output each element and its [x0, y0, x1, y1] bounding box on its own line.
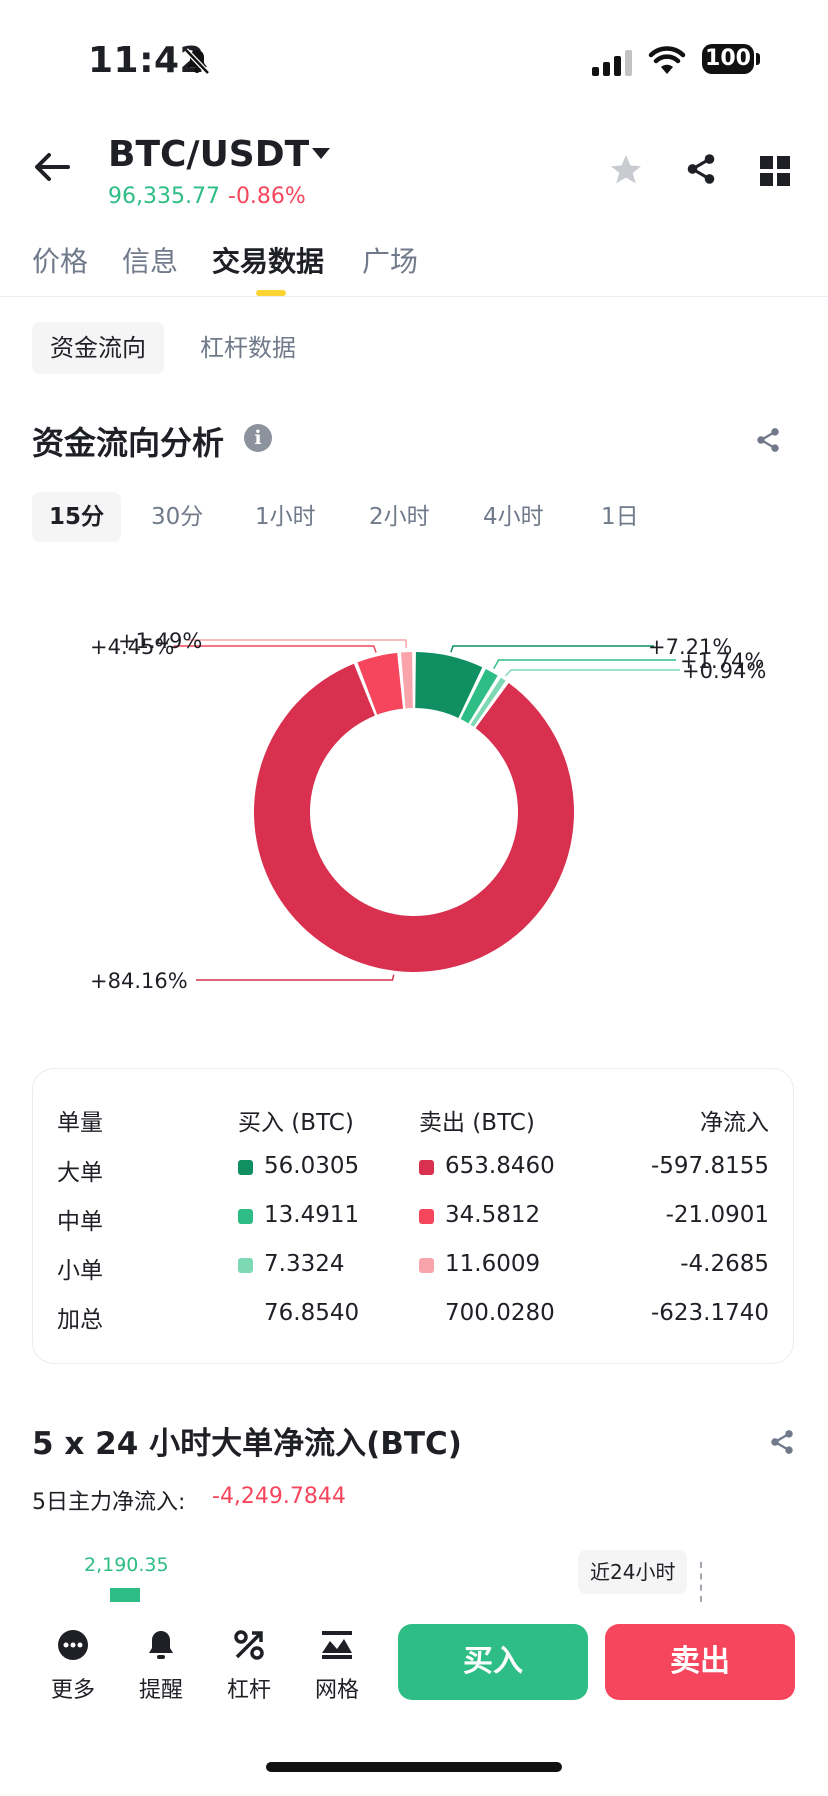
- subtab-margin-data[interactable]: 杠杆数据: [200, 334, 296, 362]
- table-row-label: 加总: [57, 1307, 103, 1333]
- crosshair-line: [700, 1562, 702, 1602]
- buy-color-swatch: [238, 1160, 253, 1175]
- battery-tip: [756, 53, 760, 65]
- favorite-star-icon[interactable]: [608, 152, 644, 188]
- section-title-large-order-netflow: 5 x 24 小时大单净流入(BTC): [32, 1426, 462, 1462]
- table-cell-net: -597.8155: [650, 1153, 769, 1179]
- donut-leader-line: [450, 645, 654, 653]
- five-day-netflow-label: 5日主力净流入:: [32, 1490, 186, 1515]
- period-4h[interactable]: 4小时: [483, 504, 544, 530]
- table-row-label: 大单: [57, 1160, 103, 1186]
- table-cell-buy: 56.0305: [264, 1153, 360, 1179]
- table-header-buy: 买入 (BTC): [238, 1110, 354, 1136]
- donut-slice: [470, 677, 506, 727]
- donut-leader-line: [174, 645, 377, 653]
- active-tab-indicator: [256, 290, 286, 296]
- last-24h-tooltip: 近24小时: [578, 1550, 688, 1594]
- donut-slice-label: +1.74%: [680, 649, 764, 673]
- bar-data-label: 2,190.35: [84, 1554, 169, 1576]
- table-row-label: 小单: [57, 1258, 103, 1284]
- table-row-label: 中单: [57, 1209, 103, 1235]
- status-bar: 11:42 100: [0, 0, 828, 120]
- chevron-down-icon[interactable]: [312, 148, 330, 159]
- buy-color-swatch: [238, 1258, 253, 1273]
- more-icon[interactable]: [56, 1628, 90, 1662]
- share-icon[interactable]: [768, 1428, 796, 1456]
- grid-menu-icon[interactable]: [760, 156, 790, 186]
- table-cell-sell: 11.6009: [445, 1251, 541, 1277]
- donut-slice-label: +4.45%: [90, 635, 174, 659]
- period-1d[interactable]: 1日: [601, 504, 639, 530]
- donut-leader-line: [493, 659, 676, 670]
- donut-slice: [415, 652, 483, 718]
- donut-slice: [254, 663, 574, 972]
- table-header-net: 净流入: [700, 1110, 769, 1136]
- section-title-fund-flow: 资金流向分析: [32, 424, 225, 462]
- bell-icon[interactable]: [144, 1628, 178, 1662]
- donut-slice-label: +0.94%: [682, 659, 766, 683]
- table-cell-buy: 76.8540: [264, 1300, 360, 1326]
- tab-square[interactable]: 广场: [362, 245, 419, 278]
- five-day-netflow-value: -4,249.7844: [212, 1484, 346, 1509]
- battery-indicator: 100: [702, 44, 754, 74]
- share-icon[interactable]: [754, 426, 782, 454]
- period-2h[interactable]: 2小时: [369, 504, 430, 530]
- table-cell-sell: 700.0280: [445, 1300, 555, 1326]
- buy-color-swatch: [238, 1209, 253, 1224]
- donut-slice-label: +7.21%: [648, 635, 732, 659]
- donut-slice-label: +1.49%: [118, 629, 202, 653]
- subtab-fund-flow[interactable]: 资金流向: [32, 322, 164, 374]
- netflow-bar: [110, 1588, 140, 1602]
- wifi-icon: [648, 46, 686, 74]
- table-header-sell: 卖出 (BTC): [419, 1110, 535, 1136]
- period-15m[interactable]: 15分: [32, 492, 122, 542]
- sell-color-swatch: [419, 1258, 434, 1273]
- donut-leader-line: [196, 974, 395, 981]
- percent-icon[interactable]: [232, 1628, 266, 1662]
- table-cell-net: -623.1740: [650, 1300, 769, 1326]
- table-cell-net: -4.2685: [680, 1251, 769, 1277]
- trading-pair-title[interactable]: BTC/USDT: [108, 134, 310, 175]
- home-indicator: [266, 1762, 562, 1772]
- tab-info[interactable]: 信息: [122, 245, 179, 278]
- buy-button[interactable]: 买入: [398, 1624, 588, 1700]
- tab-trading-data[interactable]: 交易数据: [212, 245, 325, 278]
- donut-leader-line: [504, 669, 680, 677]
- fund-flow-donut-chart: +7.21%+1.74%+0.94% +84.16% +4.45%+1.49%: [90, 629, 766, 993]
- table-cell-sell: 34.5812: [445, 1202, 541, 1228]
- last-price: 96,335.77: [108, 184, 220, 209]
- table-cell-net: -21.0901: [665, 1202, 769, 1228]
- table-cell-buy: 7.3324: [264, 1251, 345, 1277]
- table-cell-buy: 13.4911: [264, 1202, 360, 1228]
- nav-label-alert[interactable]: 提醒: [138, 1678, 183, 1703]
- sell-color-swatch: [419, 1209, 434, 1224]
- share-icon[interactable]: [684, 152, 718, 186]
- bell-muted-icon: [184, 48, 210, 75]
- table-header-size: 单量: [57, 1110, 103, 1136]
- fund-flow-table: 单量 买入 (BTC) 卖出 (BTC) 净流入 大单 56.0305 653.…: [32, 1068, 794, 1364]
- price-change-percent: -0.86%: [228, 184, 306, 209]
- period-1h[interactable]: 1小时: [255, 504, 316, 530]
- donut-slice: [400, 652, 413, 709]
- header-divider: [0, 296, 828, 297]
- donut-leader-line: [188, 639, 408, 649]
- donut-slice: [460, 668, 498, 724]
- tab-price[interactable]: 价格: [32, 245, 89, 278]
- period-30m[interactable]: 30分: [151, 504, 204, 530]
- nav-label-more[interactable]: 更多: [50, 1678, 95, 1703]
- donut-slice-label: +84.16%: [90, 969, 188, 993]
- donut-slice: [357, 652, 404, 715]
- cellular-signal-icon: [592, 50, 632, 76]
- grid-bot-icon[interactable]: [320, 1628, 354, 1662]
- nav-label-leverage[interactable]: 杠杆: [226, 1678, 271, 1703]
- table-cell-sell: 653.8460: [445, 1153, 555, 1179]
- info-icon[interactable]: i: [244, 424, 272, 452]
- status-time: 11:42: [88, 40, 206, 81]
- sell-color-swatch: [419, 1160, 434, 1175]
- nav-label-grid[interactable]: 网格: [314, 1678, 359, 1703]
- sell-button[interactable]: 卖出: [605, 1624, 795, 1700]
- back-arrow-icon[interactable]: [34, 152, 70, 182]
